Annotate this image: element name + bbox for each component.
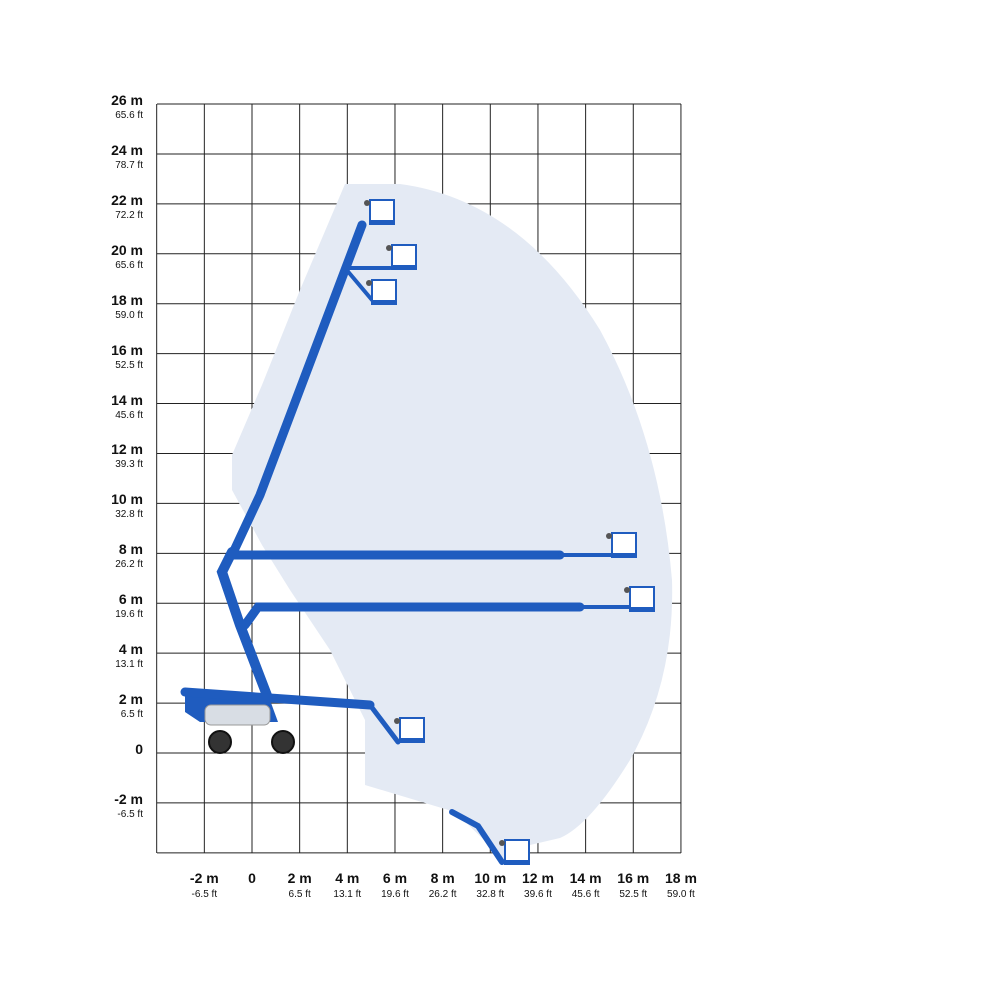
- y-tick-label-ft: 52.5 ft: [115, 359, 143, 371]
- y-tick-label-ft: 65.6 ft: [115, 110, 143, 122]
- x-tick-label-ft: 45.6 ft: [571, 889, 600, 900]
- x-tick-label-m: 6 m: [382, 870, 408, 886]
- platform-floor: [372, 300, 396, 305]
- x-tick-label-m: 16 m: [617, 870, 650, 886]
- x-tick-label-ft: -6.5 ft: [191, 889, 218, 900]
- y-tick-label-m: 18 m: [111, 291, 143, 308]
- operator-icon: [394, 718, 400, 724]
- x-tick-label-ft: 59.0 ft: [667, 889, 695, 900]
- wheel-rear: [271, 730, 295, 754]
- x-tick-label-m: 10 m: [474, 870, 507, 886]
- y-tick-label-ft: 13.1 ft: [115, 659, 143, 671]
- y-tick-label-m: 10 m: [111, 491, 143, 508]
- operator-icon: [499, 840, 505, 846]
- main-boom-low: [180, 687, 375, 710]
- y-tick-label-m: 4 m: [118, 641, 143, 658]
- riser-boom: [216, 547, 273, 703]
- x-tick-label-ft: 6.5 ft: [288, 889, 311, 900]
- x-tick-label-m: 12 m: [521, 870, 554, 886]
- y-tick-label-ft: 65.6 ft: [115, 259, 143, 271]
- jib-low: [367, 702, 401, 745]
- y-tick-label-ft: 78.7 ft: [115, 159, 143, 171]
- jib-max-height: [343, 266, 392, 302]
- main-boom-horizontal-6m: [240, 602, 585, 630]
- y-tick-label-ft: 39.3 ft: [115, 459, 143, 471]
- y-tick-label-m: 12 m: [111, 441, 143, 458]
- y-tick-label-m: 14 m: [111, 391, 143, 408]
- platform-floor: [612, 553, 636, 558]
- platform-floor: [630, 607, 654, 612]
- x-tick-label-m: 2 m: [287, 870, 312, 886]
- y-tick-label-m: -2 m: [114, 790, 143, 807]
- y-tick-label-ft: 6.5 ft: [120, 709, 143, 721]
- y-tick-label-ft: 72.2 ft: [115, 209, 143, 221]
- x-tick-label-ft: 52.5 ft: [619, 889, 648, 900]
- x-tick-label-m: 4 m: [335, 870, 360, 886]
- platform-floor: [505, 860, 529, 865]
- boom-lift: [180, 220, 632, 865]
- x-tick-label-ft: 26.2 ft: [428, 889, 457, 900]
- y-tick-label-m: 22 m: [111, 191, 143, 208]
- x-tick-label-ft: 39.6 ft: [524, 889, 552, 900]
- platform-floor: [370, 220, 394, 225]
- operator-icon: [364, 200, 370, 206]
- main-boom-max-height: [227, 220, 367, 560]
- x-tick-label-m: 0: [248, 870, 256, 886]
- y-tick-label-ft: -6.5 ft: [117, 808, 143, 820]
- platform-floor: [400, 738, 424, 743]
- y-tick-label-m: 16 m: [111, 341, 143, 358]
- y-tick-label-ft: 19.6 ft: [115, 609, 143, 621]
- x-tick-label-ft: 13.1 ft: [333, 889, 362, 900]
- y-tick-label-m: 0: [135, 741, 143, 757]
- y-tick-label-ft: 45.6 ft: [115, 409, 143, 421]
- working-envelope: [232, 184, 673, 865]
- x-tick-label-m: 14 m: [569, 870, 602, 886]
- y-tick-label-m: 2 m: [118, 691, 143, 708]
- jib-below-grade: [449, 809, 505, 865]
- y-tick-label-ft: 26.2 ft: [115, 559, 143, 571]
- platforms: [364, 199, 655, 865]
- platform-floor: [392, 265, 416, 270]
- wheel-front: [208, 730, 232, 754]
- y-tick-label-ft: 32.8 ft: [115, 509, 143, 521]
- x-tick-label-m: 18 m: [664, 870, 697, 886]
- operator-icon: [366, 280, 372, 286]
- x-tick-label-m: 8 m: [430, 870, 455, 886]
- y-tick-label-m: 8 m: [118, 541, 143, 558]
- y-tick-label-m: 26 m: [111, 92, 143, 109]
- y-tick-label-m: 20 m: [111, 241, 143, 258]
- operator-icon: [606, 533, 612, 539]
- operator-icon: [624, 587, 630, 593]
- y-tick-label-m: 24 m: [111, 141, 143, 158]
- operator-icon: [386, 245, 392, 251]
- y-tick-label-m: 6 m: [118, 591, 143, 608]
- x-tick-label-ft: 19.6 ft: [381, 889, 409, 900]
- x-tick-label-ft: 32.8 ft: [476, 889, 505, 900]
- y-tick-label-ft: 59.0 ft: [115, 309, 143, 321]
- lift-engine-cover: [204, 704, 271, 726]
- x-tick-label-m: -2 m: [189, 870, 219, 886]
